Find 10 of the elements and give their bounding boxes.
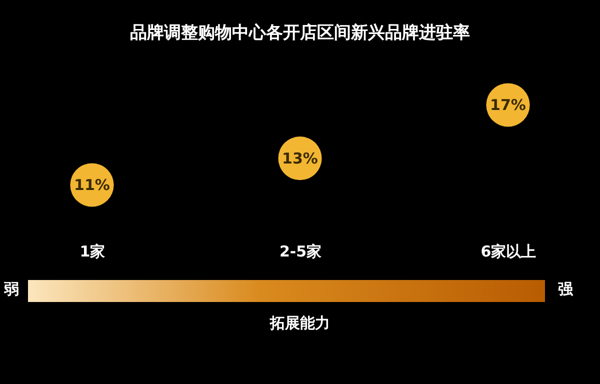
text: 强 [558,280,573,299]
x-tick-label: 1家 [80,242,106,260]
x-tick-label: 6家以上 [480,242,536,260]
data-label: 13% [282,149,318,168]
data-label: 17% [490,96,526,114]
data-label: 11% [74,176,110,194]
text: 弱 [4,280,19,299]
x-tick-label: 2-5家 [279,242,322,260]
chart-title: 品牌调整购物中心各开店区间新兴品牌进驻率 [130,23,470,43]
text: 拓展能力 [270,314,330,333]
